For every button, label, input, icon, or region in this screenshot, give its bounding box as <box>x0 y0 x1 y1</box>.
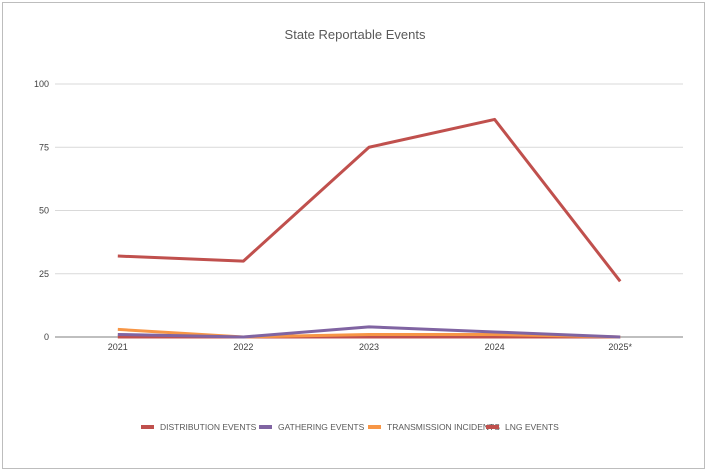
y-tick-label: 25 <box>39 269 49 279</box>
y-tick-label: 75 <box>39 142 49 152</box>
y-tick-label: 0 <box>44 332 49 342</box>
legend-label: TRANSMISSION INCIDENTS <box>387 422 500 432</box>
series-line-gathering-events <box>117 325 621 339</box>
y-tick-label: 50 <box>39 206 49 216</box>
legend-swatch <box>259 425 272 429</box>
series-line-transmission-incidents <box>117 327 621 339</box>
legend-swatch <box>486 425 499 429</box>
legend-label: DISTRIBUTION EVENTS <box>160 422 257 432</box>
series-line-distribution-events <box>117 117 622 283</box>
legend-label: GATHERING EVENTS <box>278 422 365 432</box>
legend-swatch <box>368 425 381 429</box>
x-tick-label: 2025* <box>608 342 632 352</box>
legend-swatch <box>141 425 154 429</box>
y-tick-label: 100 <box>34 79 49 89</box>
x-tick-label: 2021 <box>108 342 128 352</box>
x-tick-label: 2024 <box>485 342 505 352</box>
x-tick-label: 2023 <box>359 342 379 352</box>
chart-title: State Reportable Events <box>285 27 426 42</box>
legend-label: LNG EVENTS <box>505 422 559 432</box>
chart-frame <box>2 2 705 469</box>
x-tick-label: 2022 <box>233 342 253 352</box>
